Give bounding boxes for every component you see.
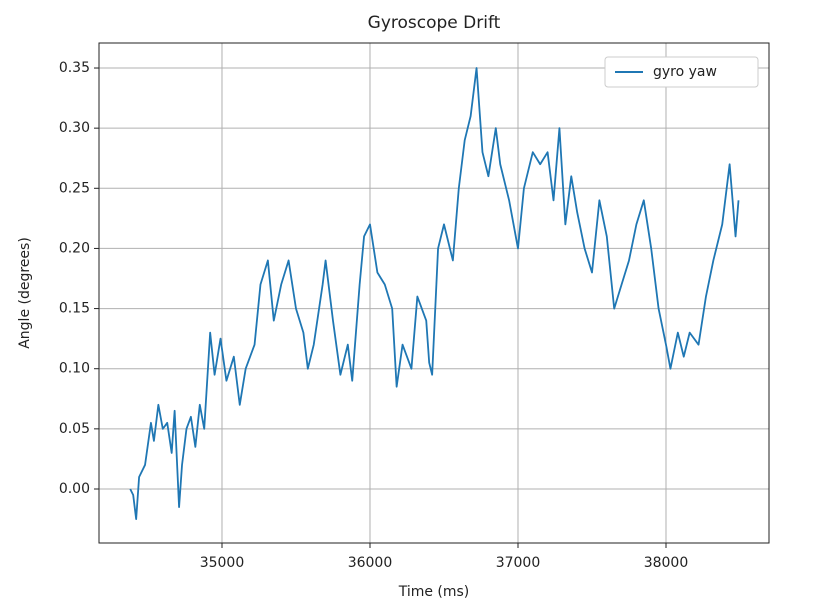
y-tick-label: 0.30 [59, 120, 90, 136]
y-tick-label: 0.00 [59, 481, 90, 497]
y-tick-label: 0.25 [59, 180, 90, 196]
data-line [129, 67, 740, 520]
y-tick-label: 0.35 [59, 60, 90, 76]
plot-frame [98, 42, 770, 544]
legend-label: gyro yaw [653, 64, 717, 80]
y-tick-label: 0.05 [59, 421, 90, 437]
y-tick-label: 0.15 [59, 301, 90, 317]
legend-box [604, 56, 759, 88]
x-tick-label: 35000 [200, 555, 245, 571]
x-tick-label: 36000 [348, 555, 393, 571]
x-tick-label: 37000 [496, 555, 541, 571]
x-tick-label: 38000 [644, 555, 689, 571]
y-tick-label: 0.10 [59, 361, 90, 377]
chart-title: Gyroscope Drift [368, 13, 501, 33]
x-axis-label: Time (ms) [398, 584, 470, 600]
y-axis-label: Angle (degrees) [17, 237, 33, 349]
y-tick-label: 0.20 [59, 240, 90, 256]
